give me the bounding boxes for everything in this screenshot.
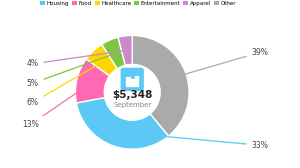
Bar [126, 77, 130, 86]
Text: 5%: 5% [27, 54, 113, 88]
Text: 33%: 33% [121, 132, 268, 150]
Legend: Housing, Food, Healthcare, Entertainment, Apparel, Other: Housing, Food, Healthcare, Entertainment… [38, 0, 238, 8]
Text: 6%: 6% [27, 63, 101, 107]
FancyBboxPatch shape [121, 68, 144, 91]
Text: 4%: 4% [27, 51, 124, 68]
Text: September: September [113, 102, 152, 108]
Wedge shape [102, 37, 125, 69]
Wedge shape [75, 59, 110, 103]
Text: 13%: 13% [22, 85, 88, 129]
Circle shape [104, 65, 160, 120]
Wedge shape [76, 97, 169, 149]
Wedge shape [86, 44, 117, 76]
Bar [130, 79, 134, 86]
Bar [135, 76, 138, 86]
Wedge shape [118, 35, 132, 65]
Text: 39%: 39% [175, 48, 268, 77]
Wedge shape [132, 35, 189, 136]
Text: $5,348: $5,348 [112, 90, 152, 100]
